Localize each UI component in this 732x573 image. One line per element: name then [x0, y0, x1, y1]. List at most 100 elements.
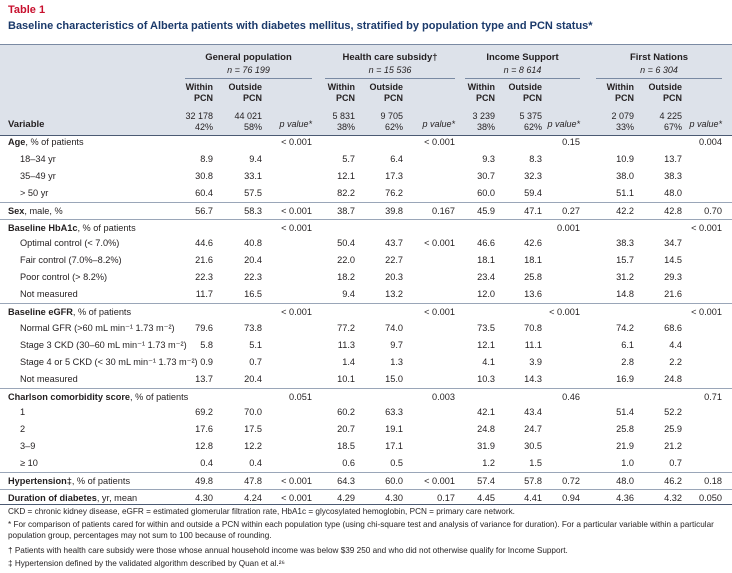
value-cell: 73.5: [477, 322, 495, 333]
pcn-count: 4 225: [659, 111, 682, 121]
pcn-count: 44 021: [234, 111, 262, 121]
value-cell: 14.3: [524, 373, 542, 384]
table-label: Table 1: [8, 4, 46, 16]
value-cell: 64.3: [337, 476, 355, 486]
p-value: < 0.001: [424, 238, 455, 249]
group-name: Income Support: [486, 52, 559, 63]
row-label: Age, % of patients: [8, 137, 84, 147]
value-cell: 24.8: [664, 373, 682, 384]
pcn-percent: 62%: [384, 122, 403, 132]
value-cell: 46.6: [477, 238, 495, 249]
p-value: 0.71: [704, 391, 722, 402]
p-value-header: p value*: [547, 119, 580, 129]
value-cell: 15.0: [385, 373, 403, 384]
row-label-main: Baseline eGFR: [8, 307, 73, 317]
value-cell: 74.2: [616, 322, 634, 333]
p-value: < 0.001: [691, 222, 722, 233]
group-rule: [325, 78, 455, 79]
value-cell: 13.2: [385, 289, 403, 300]
value-cell: 4.36: [616, 492, 634, 503]
value-cell: 60.0: [385, 476, 403, 486]
value-cell: 12.0: [477, 289, 495, 300]
value-cell: 4.30: [195, 492, 213, 503]
p-value: 0.001: [557, 222, 580, 233]
row-label-main: Duration of diabetes: [8, 492, 97, 503]
pcn-percent: 67%: [663, 122, 682, 132]
pcn-header: Outside PCN: [648, 82, 682, 103]
value-cell: 0.5: [390, 458, 403, 469]
section-row: Duration of diabetes, yr, mean 4.30 4.24 < …: [0, 488, 732, 507]
value-cell: 20.4: [244, 373, 262, 384]
value-cell: 47.8: [244, 476, 262, 486]
value-cell: 25.8: [524, 272, 542, 283]
value-cell: 60.4: [195, 187, 213, 198]
value-cell: 0.4: [200, 458, 213, 469]
footnote: † Patients with health care subsidy were…: [8, 546, 568, 555]
value-cell: 4.41: [524, 492, 542, 503]
row-label: Baseline eGFR, % of patients: [8, 307, 131, 317]
table-row: Not measured 13.7 20.4 10.1 15.0 10.3 14.3 16.9…: [0, 371, 732, 388]
p-value-header: p value*: [689, 119, 722, 129]
p-value: < 0.001: [281, 205, 312, 216]
table-row: Poor control (> 8.2%) 22.3 22.3 18.2 20.3 23.…: [0, 269, 732, 286]
value-cell: 9.7: [390, 339, 403, 350]
group-name: Health care subsidy†: [342, 52, 438, 63]
p-value: 0.003: [432, 391, 455, 402]
p-value: < 0.001: [281, 476, 312, 486]
group-name: First Nations: [629, 52, 689, 63]
value-cell: 52.2: [664, 407, 682, 418]
value-cell: 58.3: [244, 205, 262, 216]
pcn-header: Outside PCN: [228, 82, 262, 103]
table-row: 2 17.6 17.5 20.7 19.1 24.8 24.7 25.8 25.9: [0, 421, 732, 438]
row-label: 18–34 yr: [20, 153, 56, 164]
row-label: 1: [20, 407, 26, 418]
row-label: ≥ 10: [20, 458, 38, 469]
p-value-header: p value*: [279, 119, 312, 129]
pcn-count: 5 375: [519, 111, 542, 121]
value-cell: 25.9: [664, 424, 682, 435]
value-cell: 0.4: [249, 458, 262, 469]
value-cell: 74.0: [385, 322, 403, 333]
value-cell: 38.7: [337, 205, 355, 216]
value-cell: 25.8: [616, 424, 634, 435]
value-cell: 82.2: [337, 187, 355, 198]
value-cell: 6.1: [621, 339, 634, 350]
value-cell: 29.3: [664, 272, 682, 283]
p-value: 0.004: [699, 137, 722, 147]
value-cell: 56.7: [195, 205, 213, 216]
value-cell: 21.9: [616, 441, 634, 452]
pcn-percent: 38%: [336, 122, 355, 132]
section-row: Baseline eGFR, % of patients < 0.001 < 0.0…: [0, 303, 732, 321]
value-cell: 43.4: [524, 407, 542, 418]
row-label: Duration of diabetes, yr, mean: [8, 493, 137, 503]
p-value: < 0.001: [281, 307, 312, 317]
value-cell: 39.8: [385, 205, 403, 216]
value-cell: 16.9: [616, 373, 634, 384]
value-cell: 12.2: [244, 441, 262, 452]
value-cell: 1.4: [342, 356, 355, 367]
table-row: Stage 3 CKD (30–60 mL min⁻¹ 1.73 m⁻²) 5.8…: [0, 337, 732, 354]
value-cell: 21.6: [664, 289, 682, 300]
row-label: Not measured: [20, 373, 78, 384]
row-label-main: Age: [8, 137, 26, 147]
value-cell: 15.7: [616, 255, 634, 266]
row-label: Not measured: [20, 289, 78, 300]
section-row: Charlson comorbidity score, % of patient…: [0, 387, 732, 406]
p-value: 0.15: [562, 137, 580, 147]
value-cell: 1.2: [482, 458, 495, 469]
value-cell: 4.32: [664, 492, 682, 503]
row-label-main: Charlson comorbidity score: [8, 391, 131, 402]
row-label: Optimal control (< 7.0%): [20, 238, 120, 249]
row-label-note: , % of patients: [130, 391, 189, 402]
value-cell: 33.1: [244, 170, 262, 181]
value-cell: 57.4: [477, 476, 495, 486]
value-cell: 40.8: [244, 238, 262, 249]
value-cell: 69.2: [195, 407, 213, 418]
variable-header: Variable: [8, 119, 45, 130]
row-label: Fair control (7.0%–8.2%): [20, 255, 122, 266]
pcn-count: 32 178: [185, 111, 213, 121]
value-cell: 77.2: [337, 322, 355, 333]
value-cell: 34.7: [664, 238, 682, 249]
value-cell: 13.7: [664, 153, 682, 164]
